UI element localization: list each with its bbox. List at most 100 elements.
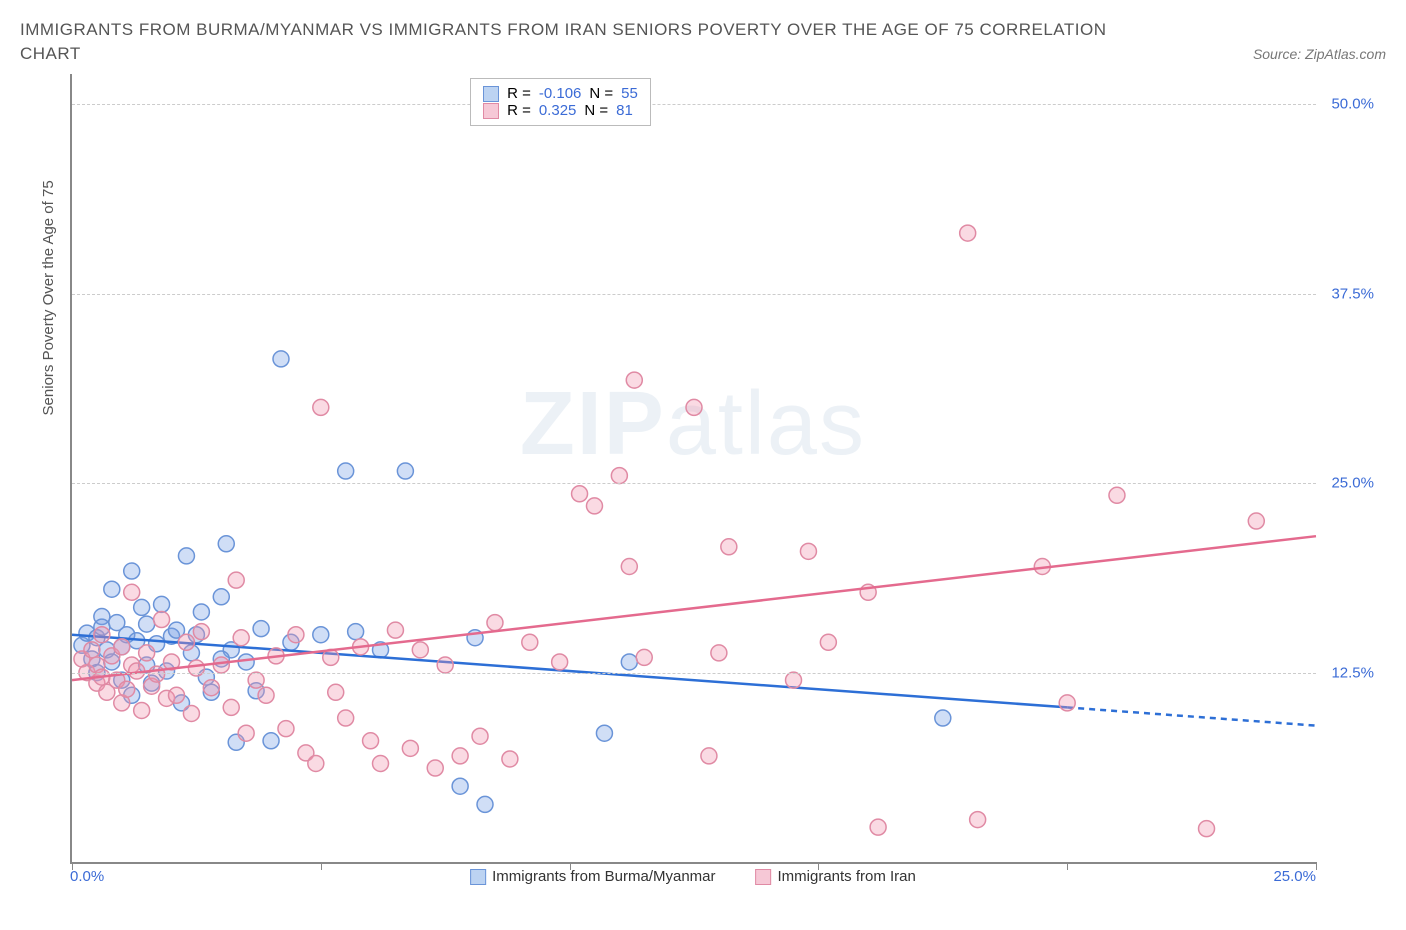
scatter-point-iran bbox=[363, 733, 379, 749]
legend-item-iran: Immigrants from Iran bbox=[756, 868, 916, 885]
scatter-point-iran bbox=[452, 748, 468, 764]
scatter-svg bbox=[72, 74, 1316, 862]
y-tick-label: 12.5% bbox=[1331, 664, 1374, 681]
scatter-point-burma bbox=[477, 796, 493, 812]
scatter-point-iran bbox=[1199, 821, 1215, 837]
scatter-point-iran bbox=[203, 680, 219, 696]
scatter-point-iran bbox=[800, 543, 816, 559]
n-label: N = bbox=[589, 85, 613, 102]
scatter-point-iran bbox=[178, 634, 194, 650]
scatter-point-burma bbox=[338, 463, 354, 479]
regression-line-burma-dashed bbox=[1067, 707, 1316, 725]
scatter-point-iran bbox=[636, 649, 652, 665]
scatter-point-iran bbox=[572, 486, 588, 502]
scatter-point-iran bbox=[402, 740, 418, 756]
scatter-point-burma bbox=[124, 563, 140, 579]
scatter-point-burma bbox=[621, 654, 637, 670]
scatter-point-burma bbox=[397, 463, 413, 479]
y-axis-label: Seniors Poverty Over the Age of 75 bbox=[40, 180, 57, 415]
scatter-point-iran bbox=[233, 630, 249, 646]
scatter-point-iran bbox=[611, 468, 627, 484]
scatter-point-iran bbox=[686, 399, 702, 415]
y-tick-label: 50.0% bbox=[1331, 96, 1374, 113]
legend-label-burma: Immigrants from Burma/Myanmar bbox=[492, 868, 715, 885]
scatter-point-iran bbox=[139, 645, 155, 661]
scatter-point-iran bbox=[870, 819, 886, 835]
legend-item-burma: Immigrants from Burma/Myanmar bbox=[470, 868, 715, 885]
scatter-point-burma bbox=[238, 654, 254, 670]
chart-title-line1: IMMIGRANTS FROM BURMA/MYANMAR VS IMMIGRA… bbox=[20, 20, 1120, 40]
scatter-point-iran bbox=[119, 681, 135, 697]
scatter-point-burma bbox=[139, 616, 155, 632]
scatter-point-iran bbox=[552, 654, 568, 670]
scatter-point-iran bbox=[213, 657, 229, 673]
scatter-point-iran bbox=[502, 751, 518, 767]
series-legend: Immigrants from Burma/Myanmar Immigrants… bbox=[470, 868, 916, 885]
scatter-point-iran bbox=[258, 687, 274, 703]
scatter-point-iran bbox=[223, 699, 239, 715]
scatter-point-burma bbox=[218, 536, 234, 552]
scatter-point-iran bbox=[387, 622, 403, 638]
x-axis-min: 0.0% bbox=[70, 868, 104, 885]
scatter-point-iran bbox=[338, 710, 354, 726]
stats-legend-row-1: R = -0.106 N = 55 bbox=[483, 85, 638, 102]
scatter-point-burma bbox=[313, 627, 329, 643]
scatter-point-iran bbox=[134, 702, 150, 718]
r-value-burma: -0.106 bbox=[539, 85, 582, 102]
scatter-point-iran bbox=[472, 728, 488, 744]
scatter-point-iran bbox=[487, 615, 503, 631]
scatter-point-iran bbox=[701, 748, 717, 764]
scatter-point-iran bbox=[154, 612, 170, 628]
scatter-point-iran bbox=[1248, 513, 1264, 529]
scatter-point-burma bbox=[273, 351, 289, 367]
swatch-iran-icon bbox=[756, 869, 772, 885]
scatter-point-iran bbox=[427, 760, 443, 776]
scatter-point-burma bbox=[253, 621, 269, 637]
source-attribution: Source: ZipAtlas.com bbox=[1253, 46, 1386, 62]
chart-title-line2: CHART bbox=[20, 44, 81, 64]
scatter-point-iran bbox=[313, 399, 329, 415]
y-tick-label: 25.0% bbox=[1331, 475, 1374, 492]
legend-label-iran: Immigrants from Iran bbox=[778, 868, 916, 885]
y-tick-label: 37.5% bbox=[1331, 285, 1374, 302]
scatter-point-iran bbox=[412, 642, 428, 658]
scatter-point-iran bbox=[820, 634, 836, 650]
scatter-point-burma bbox=[348, 624, 364, 640]
scatter-point-burma bbox=[178, 548, 194, 564]
plot-area: ZIPatlas R = -0.106 N = 55 R = 0.325 N =… bbox=[70, 74, 1316, 864]
scatter-point-iran bbox=[114, 639, 130, 655]
scatter-point-iran bbox=[193, 624, 209, 640]
scatter-point-iran bbox=[721, 539, 737, 555]
scatter-point-iran bbox=[586, 498, 602, 514]
scatter-point-iran bbox=[288, 627, 304, 643]
swatch-iran-icon bbox=[483, 103, 499, 119]
scatter-point-iran bbox=[626, 372, 642, 388]
scatter-point-iran bbox=[960, 225, 976, 241]
scatter-point-burma bbox=[134, 599, 150, 615]
scatter-point-burma bbox=[104, 581, 120, 597]
scatter-point-iran bbox=[248, 672, 264, 688]
n-value-burma: 55 bbox=[621, 85, 638, 102]
scatter-point-iran bbox=[278, 721, 294, 737]
scatter-point-iran bbox=[328, 684, 344, 700]
scatter-point-iran bbox=[228, 572, 244, 588]
scatter-point-burma bbox=[154, 596, 170, 612]
scatter-point-iran bbox=[84, 642, 100, 658]
swatch-burma-icon bbox=[470, 869, 486, 885]
scatter-point-iran bbox=[970, 812, 986, 828]
scatter-point-burma bbox=[935, 710, 951, 726]
scatter-point-iran bbox=[188, 660, 204, 676]
stats-legend: R = -0.106 N = 55 R = 0.325 N = 81 bbox=[470, 78, 651, 126]
scatter-point-iran bbox=[1109, 487, 1125, 503]
scatter-point-iran bbox=[168, 687, 184, 703]
scatter-point-burma bbox=[596, 725, 612, 741]
scatter-point-iran bbox=[522, 634, 538, 650]
scatter-point-iran bbox=[94, 627, 110, 643]
scatter-point-iran bbox=[183, 705, 199, 721]
x-axis-max: 25.0% bbox=[1273, 868, 1316, 885]
n-value-iran: 81 bbox=[616, 102, 633, 119]
regression-line-iran bbox=[72, 536, 1316, 680]
scatter-point-iran bbox=[373, 756, 389, 772]
r-label: R = bbox=[507, 102, 531, 119]
stats-legend-row-2: R = 0.325 N = 81 bbox=[483, 102, 638, 119]
